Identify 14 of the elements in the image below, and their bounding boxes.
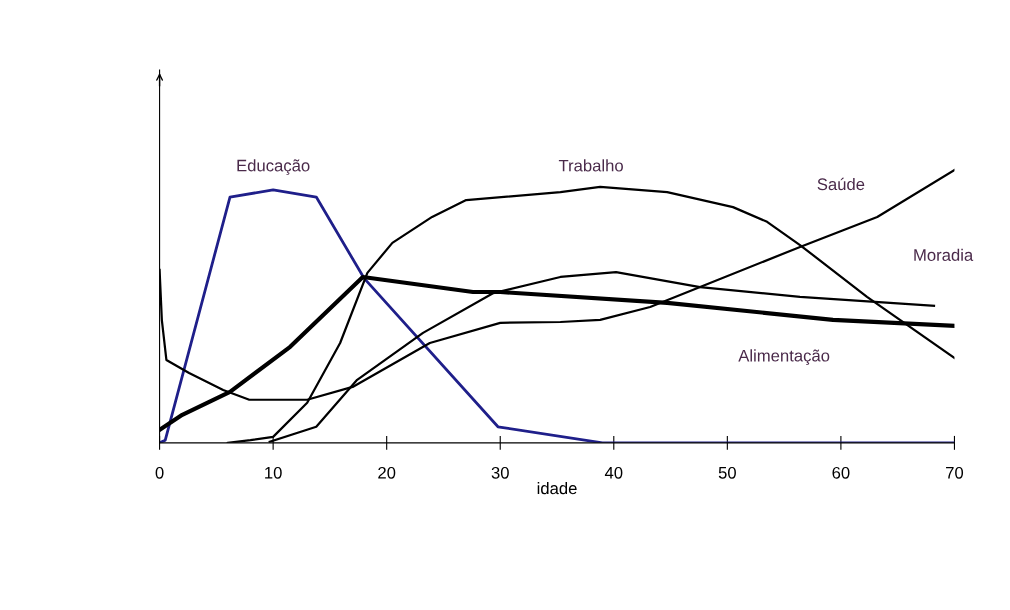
series-label: Educação [237,159,310,175]
series-label: Alimentação [738,349,830,365]
x-tick-label: 70 [946,466,964,479]
series-label: Saúde [817,177,865,191]
text: Moradia [914,248,974,261]
x-tick-label: 0 [155,466,164,479]
x-tick-label: 20 [378,466,396,479]
series-label: Trabalho [558,159,623,172]
x-tick-label: 10 [265,466,282,479]
x-tick-label: 60 [832,466,850,479]
x-axis-title: idade [537,482,577,495]
x-tick-label: 30 [491,466,509,479]
x-tick-label: 40 [604,466,623,479]
x-tick-label: 50 [718,466,736,479]
